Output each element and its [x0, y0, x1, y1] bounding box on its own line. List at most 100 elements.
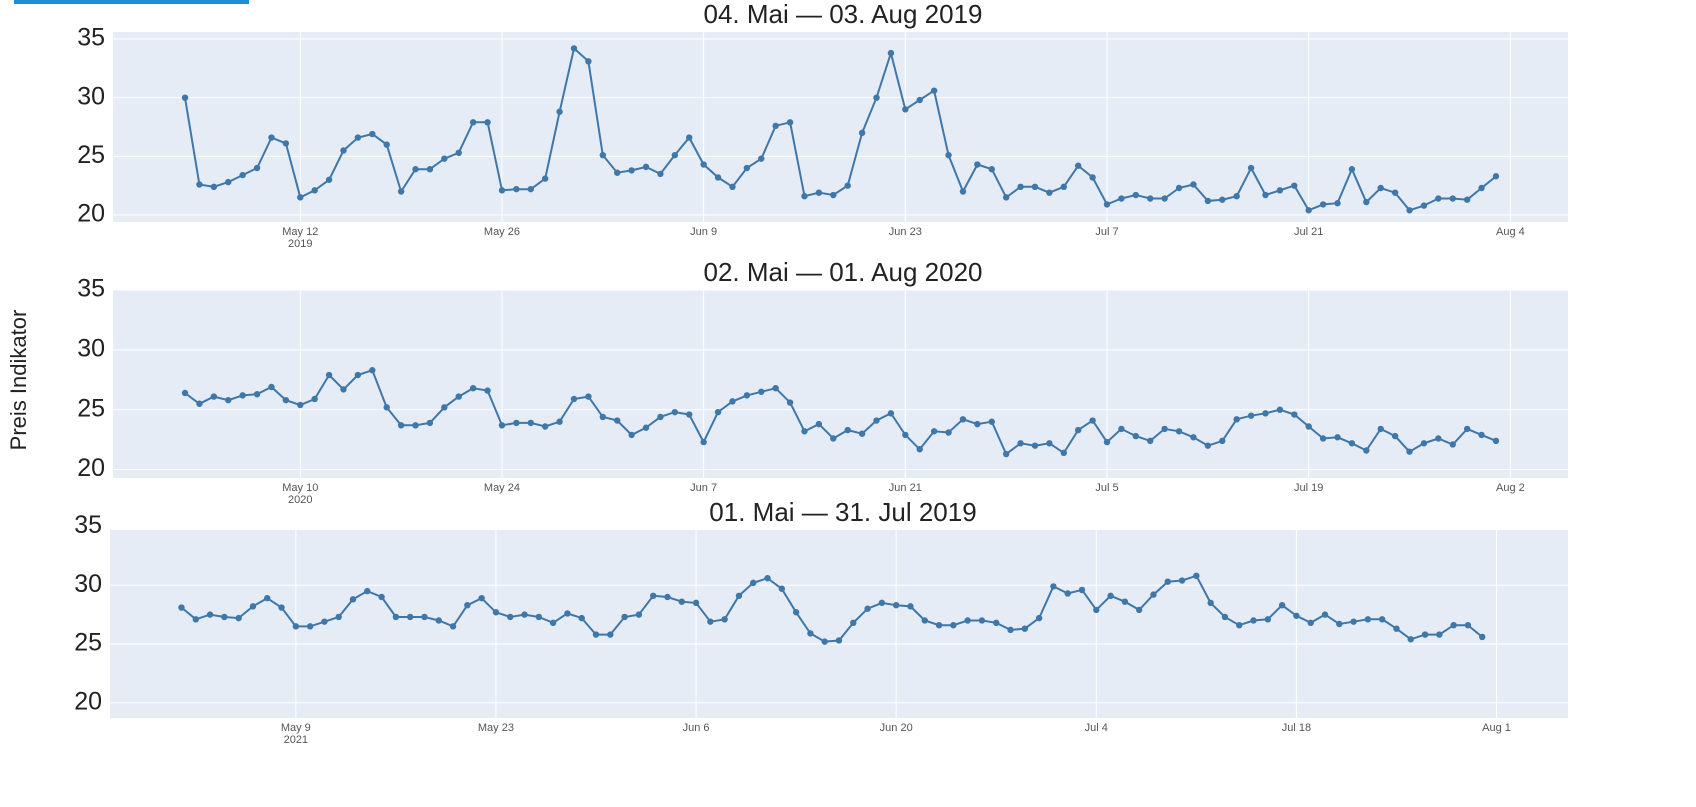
data-point: [498, 422, 506, 429]
data-point: [1291, 182, 1298, 189]
data-point: [758, 388, 765, 395]
data-point: [1219, 437, 1226, 445]
data-point: [1478, 184, 1485, 192]
data-point: [844, 426, 851, 434]
data-point: [239, 171, 246, 179]
data-point: [311, 187, 318, 194]
data-point: [1204, 197, 1212, 205]
data-point: [225, 396, 232, 404]
data-point: [664, 593, 671, 601]
data-point: [743, 392, 751, 399]
y-tick-label: 30: [77, 82, 105, 110]
data-point: [1132, 191, 1140, 199]
data-point: [282, 396, 290, 404]
data-point: [930, 87, 938, 94]
data-point: [464, 602, 471, 609]
data-point: [210, 183, 218, 191]
data-point: [392, 613, 400, 621]
x-tick-label: Aug 4: [1496, 226, 1525, 238]
data-point: [1407, 636, 1414, 643]
y-tick-label: 35: [77, 275, 105, 303]
data-point: [1291, 411, 1298, 418]
data-point: [945, 151, 952, 159]
data-point: [570, 395, 578, 403]
data-point: [235, 614, 242, 622]
y-tick-label: 20: [77, 454, 105, 482]
data-point: [1107, 592, 1114, 599]
data-point: [1463, 425, 1471, 433]
data-point: [1017, 440, 1024, 447]
data-point: [1421, 631, 1429, 638]
data-point: [959, 188, 967, 195]
data-point: [657, 413, 664, 421]
data-point: [1204, 442, 1212, 449]
data-point: [1406, 448, 1413, 455]
data-point: [397, 422, 405, 429]
x-tick-label: Jun 9: [690, 226, 717, 238]
x-tick-label: Jun 20: [880, 722, 913, 734]
data-point: [714, 408, 722, 416]
data-point: [1046, 440, 1053, 447]
data-point: [1305, 207, 1312, 214]
data-point: [835, 637, 843, 644]
data-point: [1021, 625, 1029, 632]
data-point: [988, 166, 995, 173]
data-point: [513, 419, 520, 427]
data-point: [354, 371, 362, 379]
data-point: [1078, 586, 1086, 594]
data-point: [988, 418, 995, 425]
data-point: [642, 424, 650, 431]
data-point: [758, 155, 765, 162]
data-point: [383, 404, 390, 411]
data-point: [764, 574, 771, 582]
data-point: [1089, 417, 1096, 424]
data-point: [707, 618, 714, 625]
data-point: [354, 134, 362, 141]
data-point: [607, 631, 614, 638]
data-point: [1436, 631, 1443, 638]
data-point: [1074, 162, 1082, 169]
data-point: [1363, 198, 1370, 206]
x-tick-label: Jul 4: [1085, 722, 1108, 734]
x-tick-label: Jun 7: [690, 482, 717, 494]
data-point: [887, 410, 895, 417]
data-point: [1364, 616, 1372, 623]
data-point: [535, 613, 543, 621]
data-point: [1031, 442, 1039, 449]
data-point: [1190, 434, 1197, 441]
data-point: [1147, 195, 1154, 202]
data-point: [441, 155, 448, 162]
data-point: [426, 166, 434, 173]
data-point: [878, 599, 886, 607]
data-point: [1276, 406, 1284, 413]
data-point: [406, 613, 414, 621]
data-point: [206, 611, 214, 618]
data-point: [441, 404, 448, 411]
data-point: [729, 183, 736, 191]
data-point: [578, 614, 585, 622]
data-point: [700, 438, 707, 446]
data-point: [1007, 626, 1014, 634]
data-point: [743, 164, 751, 172]
data-point: [378, 593, 385, 601]
data-point: [369, 130, 376, 138]
data-point: [549, 619, 557, 627]
data-point: [1060, 449, 1067, 457]
data-point: [592, 631, 600, 638]
data-point: [426, 419, 434, 427]
data-point: [1219, 196, 1226, 203]
data-point: [1262, 191, 1269, 199]
x-tick-label: 2020: [288, 494, 312, 506]
data-point: [1449, 195, 1456, 202]
data-point: [1420, 440, 1428, 447]
data-point: [902, 106, 909, 113]
data-point: [541, 175, 549, 182]
data-point: [1135, 606, 1143, 614]
x-tick-label: Jul 19: [1294, 482, 1323, 494]
data-point: [1031, 183, 1039, 191]
data-point: [1175, 428, 1183, 435]
data-point: [1278, 602, 1286, 609]
data-point: [349, 596, 357, 603]
data-point: [907, 603, 914, 610]
data-point: [1406, 207, 1413, 214]
